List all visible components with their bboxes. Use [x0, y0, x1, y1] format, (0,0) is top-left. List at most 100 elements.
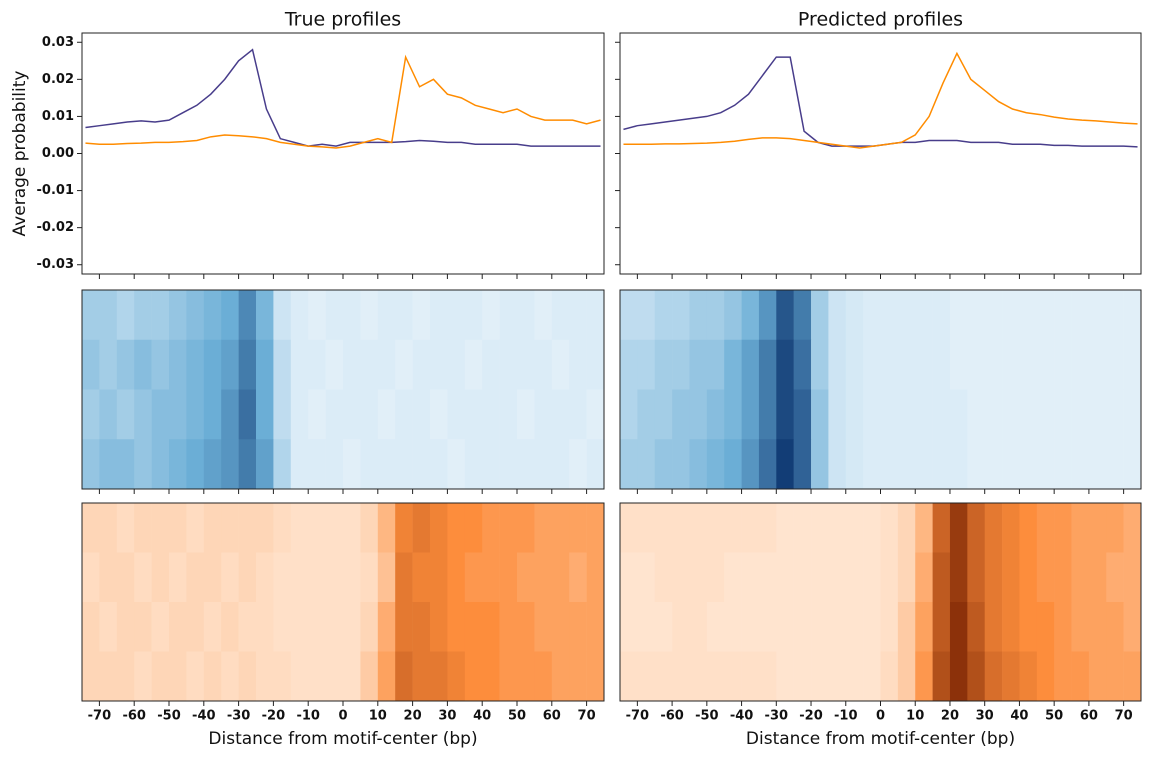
heatmap-cell [464, 439, 483, 490]
heatmap-cell [1002, 290, 1020, 341]
x-tick-label: -70 [88, 709, 112, 724]
heatmap-cell [238, 552, 257, 603]
heatmap-cell [99, 339, 118, 390]
heatmap-cell [1088, 552, 1107, 603]
heatmap-cell [482, 602, 500, 652]
heatmap-cell [1019, 602, 1038, 652]
heatmap-cell [741, 290, 760, 341]
heatmap-cell [447, 503, 466, 553]
heatmap-cell [1088, 339, 1107, 390]
heatmap-cell [880, 552, 899, 603]
heatmap-cell [569, 503, 587, 553]
heatmap-cell [412, 339, 431, 390]
heatmap-cell [776, 439, 794, 490]
heatmap-cell [360, 602, 379, 652]
heatmap-cell [343, 339, 361, 390]
heatmap-cell [758, 290, 777, 341]
heatmap-cell [915, 389, 933, 440]
heatmap-cell [1071, 389, 1090, 440]
panel-title: True profiles [284, 9, 401, 31]
heatmap-cell [464, 552, 483, 603]
heatmap-cell [949, 552, 968, 603]
heatmap-cell [828, 439, 847, 490]
heatmap-cell [412, 552, 431, 603]
x-tick-label: -10 [834, 709, 858, 724]
heatmap-cell [672, 439, 690, 490]
heatmap-cell [1123, 602, 1142, 652]
heatmap-cell [1106, 290, 1124, 341]
heatmap-cell [221, 389, 239, 440]
profile-line [85, 48, 601, 147]
heatmap-cell [620, 552, 638, 603]
heatmap-cell [967, 389, 985, 440]
heatmap-cell [758, 389, 777, 440]
heatmap-cell [915, 503, 933, 553]
heatmap-cell [984, 389, 1003, 440]
heatmap-cell [1071, 503, 1090, 553]
heatmap-cell [724, 439, 742, 490]
x-tick-label: 0 [876, 709, 885, 724]
heatmap-cell [395, 503, 413, 553]
heatmap-cell [482, 439, 500, 490]
heatmap-cell [499, 602, 518, 652]
heatmap-cell [637, 339, 656, 390]
heatmap-cell [203, 439, 222, 490]
heatmap-cell [949, 339, 968, 390]
heatmap-cell [1071, 651, 1090, 702]
heatmap-cell [377, 552, 396, 603]
heatmap-cell [430, 339, 448, 390]
heatmap-cell [915, 552, 933, 603]
heatmap-cell [308, 503, 326, 553]
heatmap-cell [430, 389, 448, 440]
heatmap-cell [238, 651, 257, 702]
heatmap-cell [82, 339, 100, 390]
y-tick-label: 0.01 [42, 109, 74, 124]
heatmap-cell [620, 602, 638, 652]
heatmap-cell [517, 389, 535, 440]
heatmap-cell [464, 389, 483, 440]
heatmap-cell [482, 651, 500, 702]
heatmap-cell [464, 651, 483, 702]
heatmap-cell [932, 339, 951, 390]
heatmap-cell [793, 339, 812, 390]
heatmap-cell [325, 439, 344, 490]
heatmap-cell [654, 389, 673, 440]
heatmap-cell [551, 651, 570, 702]
heatmap-cell [412, 503, 431, 553]
x-tick-label: -30 [227, 709, 251, 724]
x-tick-label: 60 [1080, 709, 1098, 724]
heatmap-cell [811, 503, 829, 553]
heatmap-cell [290, 290, 309, 341]
heatmap-cell [776, 389, 794, 440]
heatmap-cell [741, 552, 760, 603]
heatmap-cell [984, 552, 1003, 603]
heatmap-cell [186, 290, 205, 341]
y-axis-label: Average probability [10, 71, 30, 237]
heatmap-cell [586, 389, 605, 440]
heatmap-cell [1019, 552, 1038, 603]
heatmap-cell [256, 389, 274, 440]
y-tick-label: -0.03 [37, 257, 74, 272]
heatmap-cell [238, 503, 257, 553]
y-tick-label: 0.02 [42, 72, 74, 87]
heatmap-cell [221, 552, 239, 603]
heatmap-cell [1071, 290, 1090, 341]
heatmap-cell [1019, 389, 1038, 440]
heatmap-cell [932, 389, 951, 440]
heatmap-cell [828, 651, 847, 702]
heatmap-cell [967, 439, 985, 490]
heatmap-cell [863, 339, 881, 390]
heatmap-cell [116, 651, 135, 702]
x-tick-label: -50 [157, 709, 181, 724]
heatmap-cell [1054, 339, 1072, 390]
heatmap-cell [949, 290, 968, 341]
heatmap-cell [1088, 439, 1107, 490]
heatmap-cell [758, 651, 777, 702]
heatmap-cell [1088, 389, 1107, 440]
heatmap-cell [169, 339, 187, 390]
heatmap-cell [932, 552, 951, 603]
profile-line [623, 56, 1138, 148]
heatmap-cell [360, 651, 379, 702]
heatmap-cell [1054, 290, 1072, 341]
heatmap-cell [256, 339, 274, 390]
